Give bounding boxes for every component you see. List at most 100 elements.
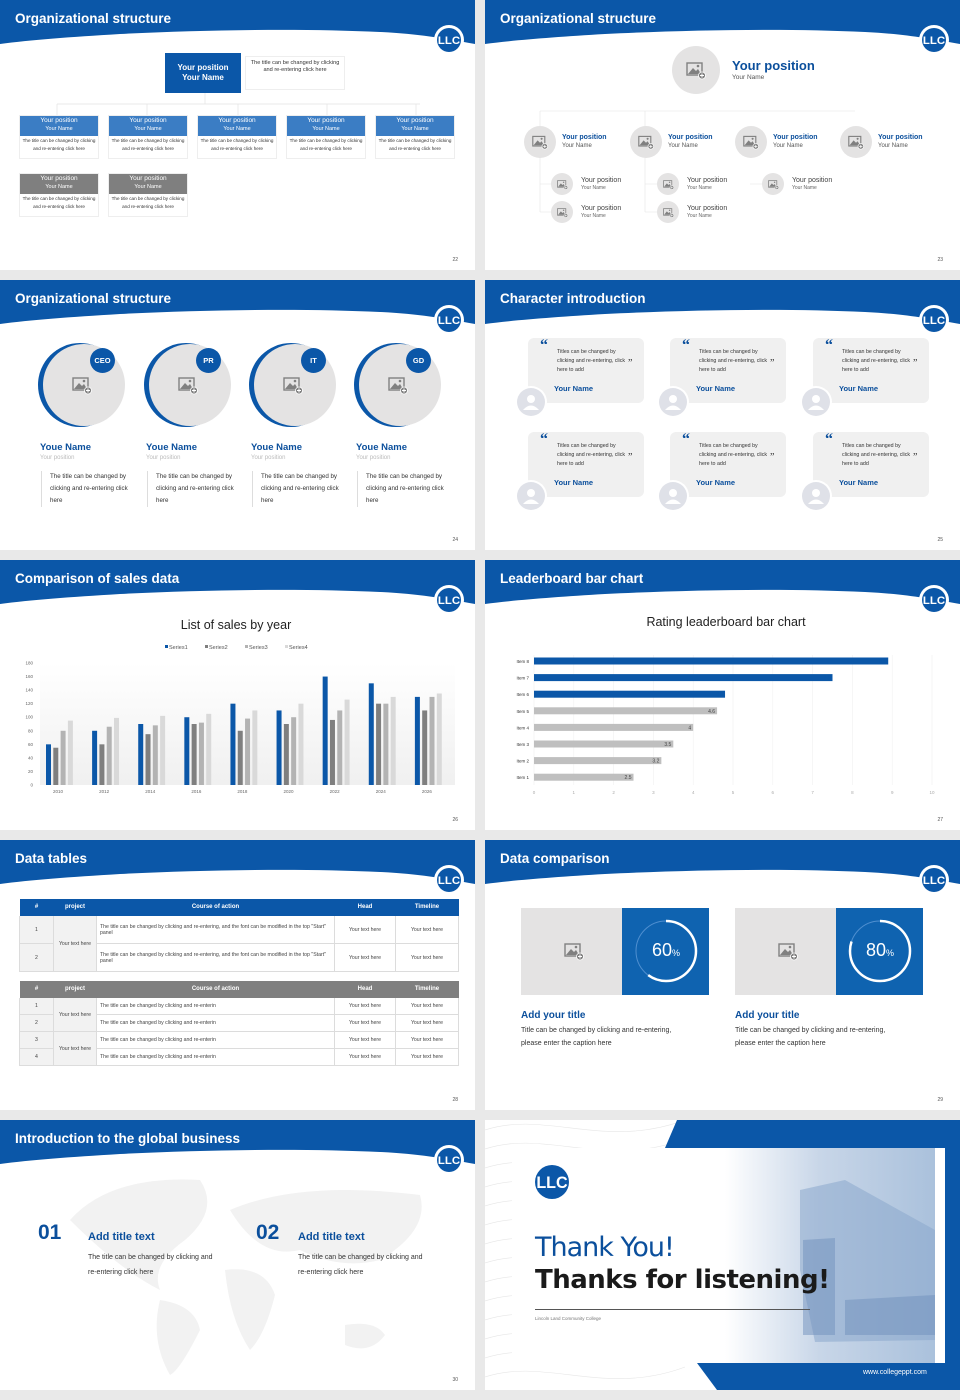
close-quote-icon: ” xyxy=(770,358,775,369)
bar-series3 xyxy=(291,717,297,785)
slide-title: Leaderboard bar chart xyxy=(500,571,644,586)
head-cell: Your text here xyxy=(334,915,396,944)
bar xyxy=(534,773,634,781)
percent-unit: % xyxy=(886,948,895,958)
sub-position: Your position xyxy=(687,177,728,184)
image-placeholder-icon xyxy=(662,179,674,190)
table-row: 1 Your text here The title can be changed … xyxy=(19,997,459,1032)
mountain xyxy=(849,140,860,146)
y-tick-label: 160 xyxy=(25,674,33,679)
name-label: Your Name xyxy=(182,73,224,82)
mountain xyxy=(663,182,671,187)
x-tick-label: 2026 xyxy=(422,789,433,794)
sun xyxy=(398,379,402,383)
table-header-row: # project Course of action Head Timeline xyxy=(19,898,459,916)
sub-photo xyxy=(551,173,573,195)
sub-photo xyxy=(657,173,679,195)
bar-series2 xyxy=(237,730,243,785)
y-tick-label: 60 xyxy=(28,742,34,747)
org-box-description: The title can be changed by clicking and… xyxy=(111,196,185,209)
plus xyxy=(402,388,406,393)
logo-letters: LLC xyxy=(438,595,460,607)
logo-disc xyxy=(437,588,461,612)
legend-swatch xyxy=(285,645,288,648)
website-link[interactable]: www.collegeppt.com xyxy=(863,1369,927,1376)
project-cell: Your text here xyxy=(53,1031,97,1066)
bar xyxy=(534,740,674,748)
logo-letters: LLC xyxy=(923,595,945,607)
leaderboard-chart: Rating leaderboard bar chart 0 1 2 3 4 5 6 7 8 9 10… xyxy=(516,615,935,795)
data-table: # project Course of action Head Timeline 1 You… xyxy=(19,898,459,972)
sub-name: Your Name xyxy=(687,185,712,191)
mountain xyxy=(180,383,193,389)
bar-series3 xyxy=(429,696,435,785)
position-label: Your position xyxy=(307,117,345,124)
x-tick-label: 2016 xyxy=(191,789,202,794)
slide-31: LLC Thank You! Thanks for listening! Lincol… xyxy=(485,1120,960,1390)
timeline-cell: Your text here xyxy=(395,1048,459,1066)
slide-27: Leaderboard bar chart LLC 27 Rating leaderb… xyxy=(485,560,960,830)
sun xyxy=(751,137,754,140)
person-description: The title can be changed by clicking and… xyxy=(147,471,236,507)
slide-title: Organizational structure xyxy=(15,291,172,306)
head xyxy=(527,489,535,497)
avatar xyxy=(657,386,689,418)
column-header: Timeline xyxy=(414,904,440,910)
logo-letters: LLC xyxy=(438,875,460,887)
org-box-header: Your position Your Name xyxy=(376,116,454,136)
frame xyxy=(178,377,195,391)
college-logo: LLC xyxy=(434,585,464,615)
data-label: 2.5 xyxy=(625,775,632,781)
bar-series2 xyxy=(145,734,151,785)
body xyxy=(523,405,539,410)
logo-disc xyxy=(922,588,946,612)
continent xyxy=(225,1269,275,1350)
row-number: 4 xyxy=(19,1048,54,1066)
percent-number: 60 xyxy=(651,940,672,960)
open-quote-icon: “ xyxy=(682,337,690,354)
sub-position: Your position xyxy=(687,205,728,212)
x-tick-label: 2 xyxy=(612,790,615,795)
image-placeholder-icon xyxy=(283,377,303,395)
quote-card: “ Titles can be changed by clicking and r… xyxy=(670,337,786,403)
quote-card: “ Titles can be changed by clicking and r… xyxy=(528,431,644,497)
action-cell: The title can be changed by clicking and… xyxy=(96,1014,335,1032)
contour-line xyxy=(485,1138,686,1151)
y-tick-label: 120 xyxy=(25,701,33,706)
quote-text: Titles can be changed by clicking and re… xyxy=(557,443,626,467)
org-box-description: The title can be changed by clicking and… xyxy=(200,138,274,151)
image-placeholder-icon xyxy=(778,943,798,961)
plus xyxy=(859,144,863,148)
college-logo: LLC xyxy=(919,25,949,55)
header-band xyxy=(0,280,475,324)
sub-position: Your position xyxy=(581,205,622,212)
progress-ring xyxy=(634,919,698,983)
name-label: Your Name xyxy=(223,126,251,132)
logo-disc xyxy=(437,868,461,892)
open-quote-icon: “ xyxy=(540,337,548,354)
open-quote-icon: “ xyxy=(825,431,833,448)
logo-letters: LLC xyxy=(438,315,460,327)
bar-series3 xyxy=(198,722,204,785)
member-name: Your Name xyxy=(668,143,698,149)
row-number: 1 xyxy=(19,915,54,944)
item-number: 01 xyxy=(38,1221,62,1244)
sub-name: Your Name xyxy=(581,213,606,219)
member-position: Your position xyxy=(668,134,713,141)
building-glass xyxy=(803,1238,935,1335)
sun xyxy=(188,379,192,383)
image-placeholder-icon xyxy=(556,207,568,218)
person-name: Youe Name xyxy=(251,442,303,453)
bar-series1 xyxy=(230,703,236,785)
head xyxy=(527,395,535,403)
position-label: Your position xyxy=(177,63,229,72)
frame xyxy=(848,135,862,147)
person-name: Your Name xyxy=(696,384,736,393)
image-placeholder-icon xyxy=(178,377,198,395)
column-header: Timeline xyxy=(414,986,440,992)
bar-series1 xyxy=(414,696,420,785)
college-logo: LLC xyxy=(434,305,464,335)
y-category-label: Item 1 xyxy=(516,775,529,780)
org-box-header: Your position Your Name xyxy=(287,116,365,136)
bar-series2 xyxy=(53,747,59,785)
